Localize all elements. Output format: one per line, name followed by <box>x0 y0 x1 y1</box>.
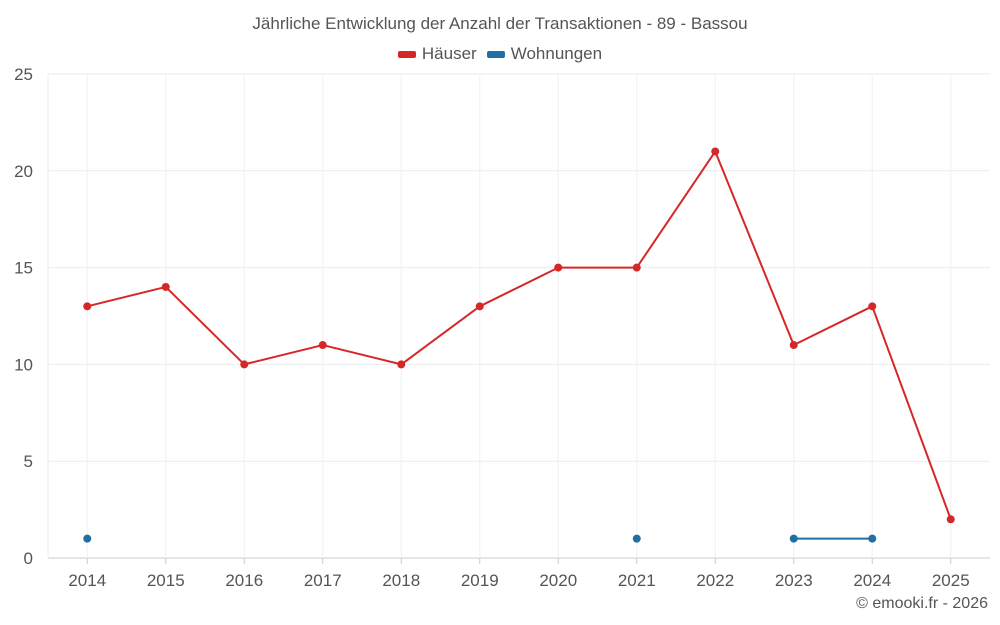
data-point-haeuser <box>318 341 327 350</box>
data-point-haeuser <box>397 360 406 369</box>
y-tick-label: 20 <box>14 162 33 181</box>
series-line-haeuser <box>87 150 952 520</box>
x-tick-label: 2017 <box>304 571 342 590</box>
x-tick-label: 2019 <box>461 571 499 590</box>
x-tick-label: 2024 <box>853 571 891 590</box>
data-point-haeuser <box>632 263 641 272</box>
y-tick-label: 25 <box>14 65 33 84</box>
y-tick-label: 15 <box>14 259 33 278</box>
data-point-haeuser <box>789 341 798 350</box>
data-point-haeuser <box>161 282 170 291</box>
copyright-credit: © emooki.fr - 2026 <box>856 595 988 612</box>
legend-item-wohnungen[interactable]: Wohnungen <box>486 44 603 64</box>
y-tick-label: 10 <box>14 355 33 374</box>
data-point-wohnungen <box>868 534 877 543</box>
x-tick-label: 2022 <box>696 571 734 590</box>
x-tick-label: 2023 <box>775 571 813 590</box>
data-point-haeuser <box>946 515 955 524</box>
x-tick-label: 2021 <box>618 571 656 590</box>
data-point-haeuser <box>554 263 563 272</box>
data-point-wohnungen <box>789 534 798 543</box>
data-point-haeuser <box>83 302 92 311</box>
data-point-wohnungen <box>632 534 641 543</box>
data-point-haeuser <box>711 147 720 156</box>
chart-title: Jährliche Entwicklung der Anzahl der Tra… <box>252 14 748 33</box>
x-tick-label: 2016 <box>225 571 263 590</box>
y-tick-label: 5 <box>24 452 33 471</box>
data-point-haeuser <box>868 302 877 311</box>
y-tick-label: 0 <box>24 549 33 568</box>
x-tick-label: 2015 <box>147 571 185 590</box>
legend-item-haeuser[interactable]: Häuser <box>397 44 477 64</box>
legend-label-haeuser: Häuser <box>421 44 477 63</box>
x-tick-label: 2020 <box>539 571 577 590</box>
data-point-wohnungen <box>83 534 92 543</box>
legend-swatch-wohnungen <box>486 50 505 58</box>
legend-label-wohnungen: Wohnungen <box>510 44 603 63</box>
x-tick-label: 2014 <box>68 571 106 590</box>
data-point-haeuser <box>475 302 484 311</box>
legend-swatch-haeuser <box>397 50 416 58</box>
x-tick-label: 2018 <box>382 571 420 590</box>
data-point-haeuser <box>240 360 249 369</box>
chart-legend: Häuser Wohnungen <box>0 44 1000 64</box>
x-tick-label: 2025 <box>932 571 970 590</box>
